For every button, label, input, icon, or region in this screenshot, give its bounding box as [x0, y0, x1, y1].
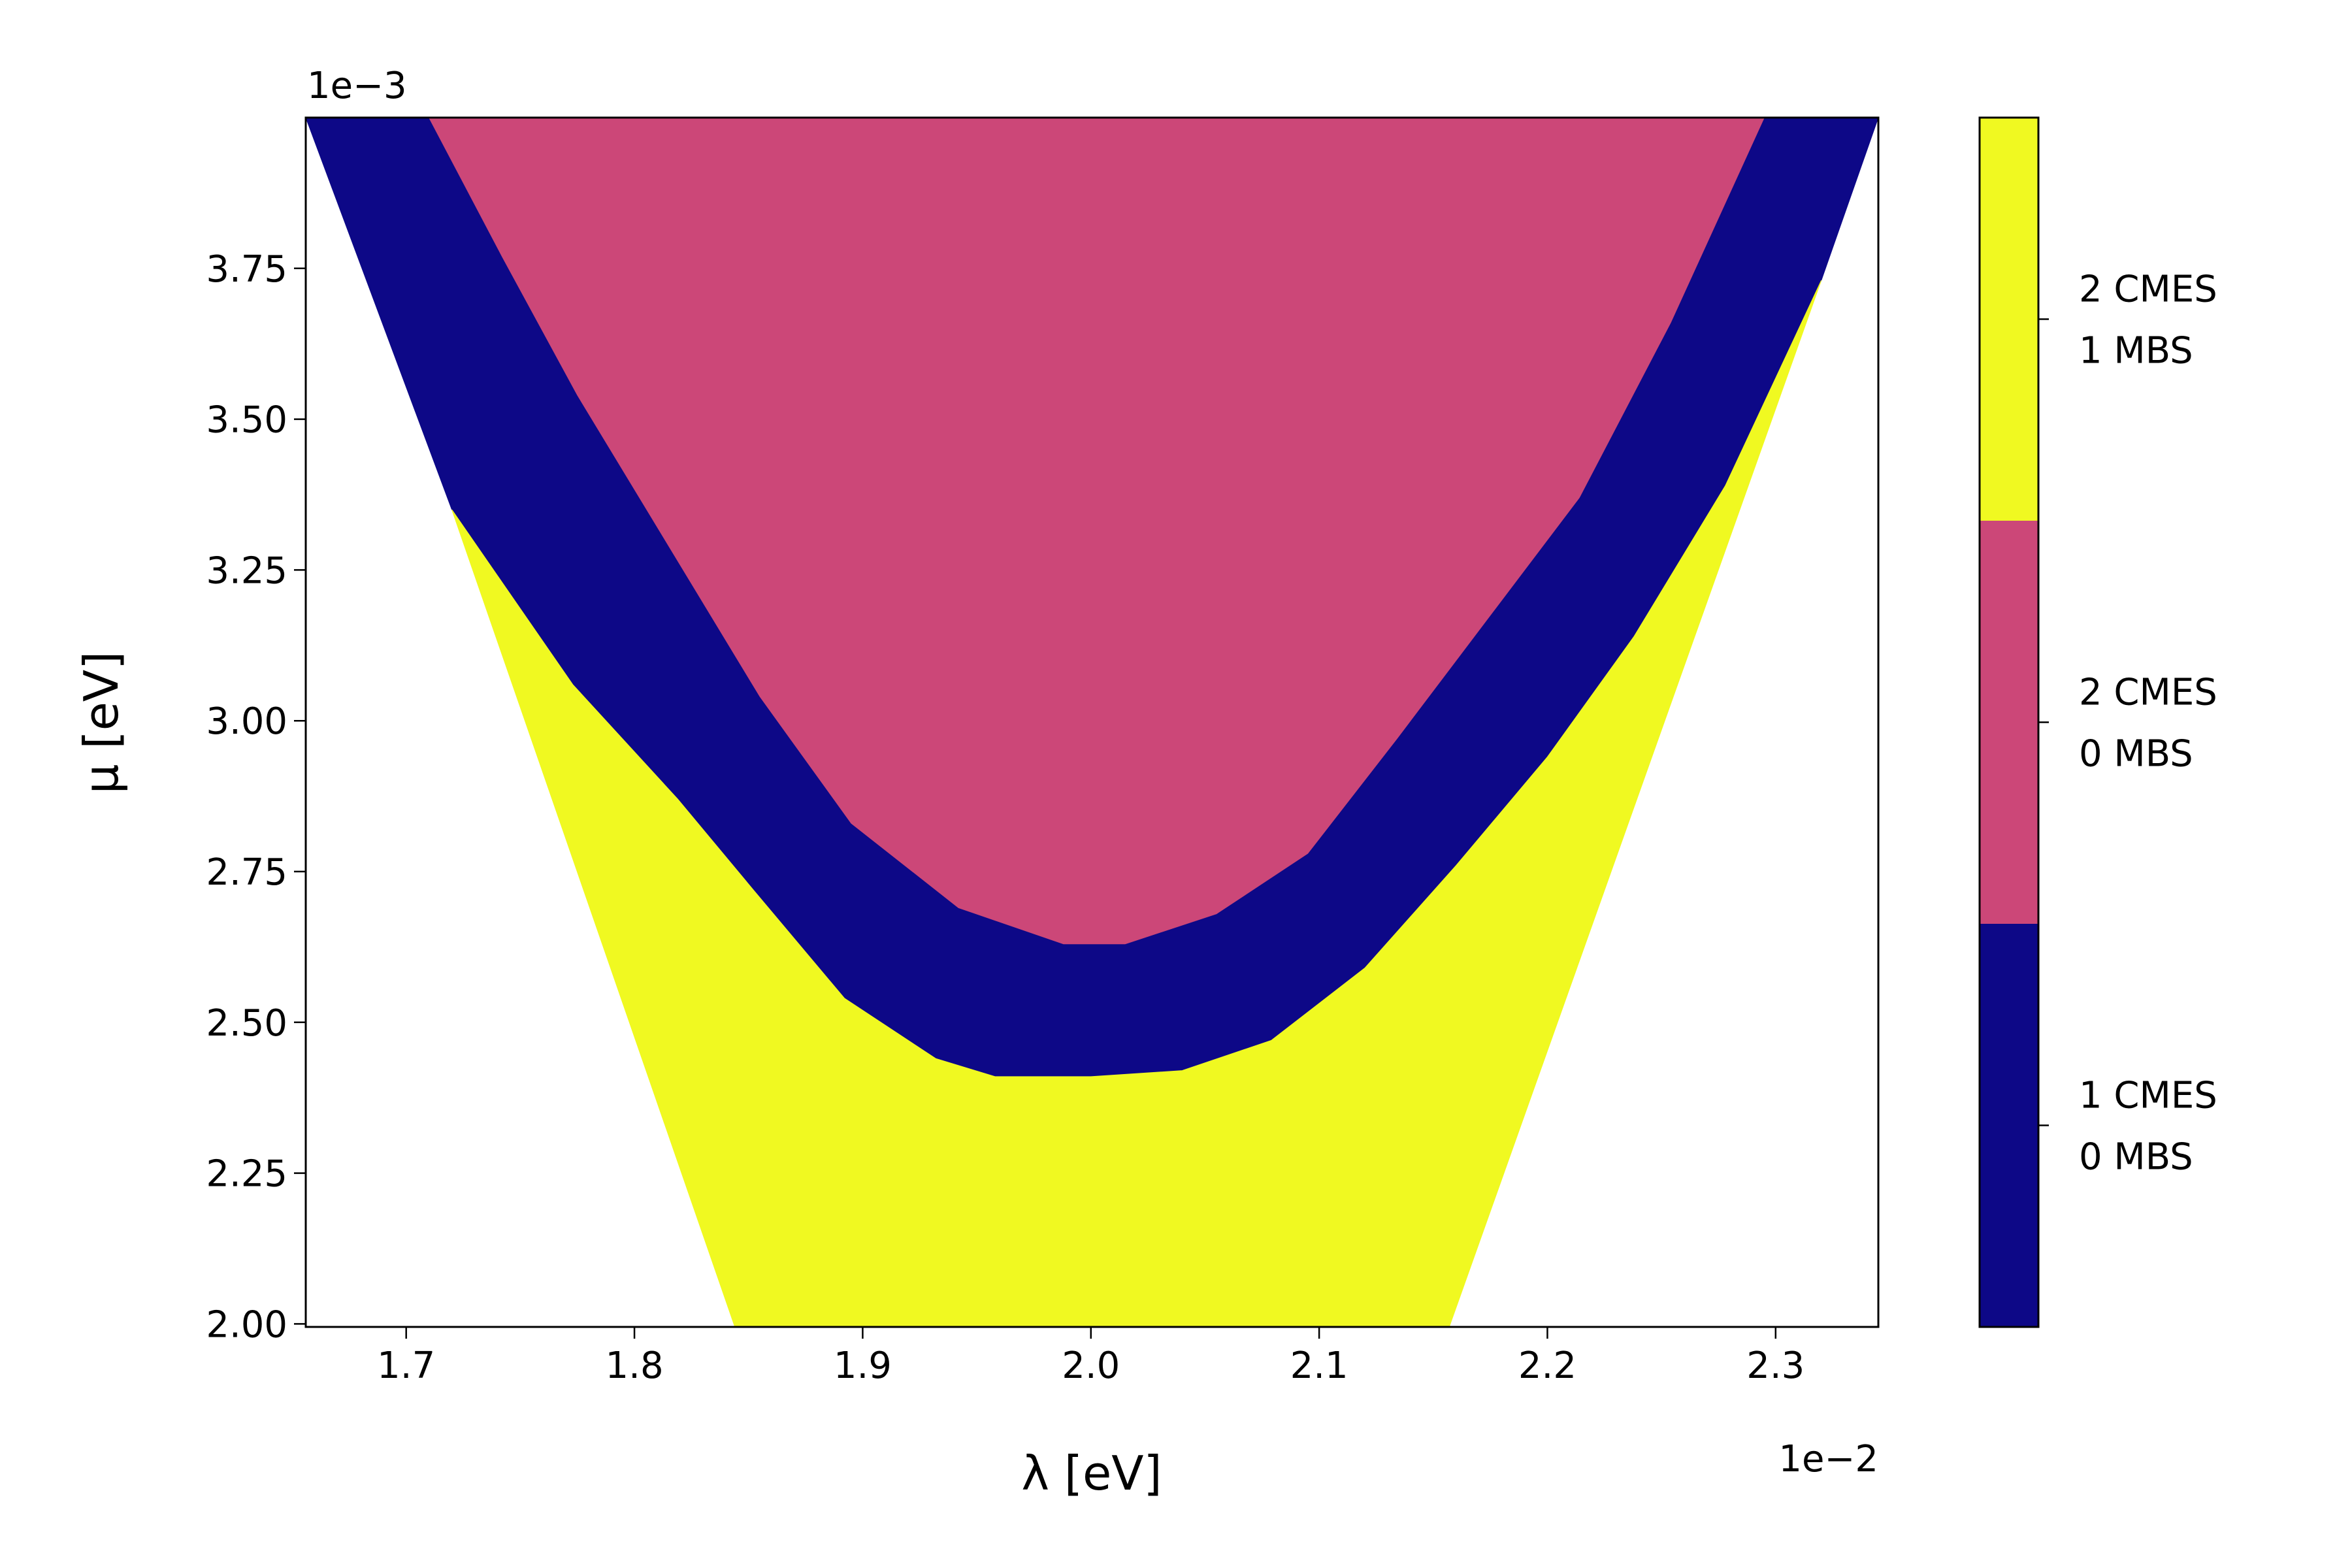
x-tick-label: 1.9: [834, 1345, 892, 1387]
colorbar-frame: [1978, 116, 2040, 1328]
y-tick-label: 2.75: [206, 851, 287, 894]
y-tick-label: 3.75: [206, 248, 287, 291]
legend-label: 2 CMES 1 MBS: [2079, 269, 2217, 372]
colorbar-swatch: [1980, 118, 2038, 521]
y-tick-label: 2.25: [206, 1153, 287, 1196]
x-tick-label: 2.0: [1062, 1345, 1120, 1387]
x-axis-label: λ [eV]: [1021, 1446, 1162, 1501]
y-tick-label: 2.50: [206, 1002, 287, 1045]
colorbar-swatch: [1980, 924, 2038, 1327]
plot-frame: [304, 116, 1880, 1328]
y-tick-label: 3.25: [206, 549, 287, 592]
y-axis-label: μ [eV]: [74, 651, 129, 794]
x-tick-label: 1.8: [606, 1345, 664, 1387]
x-tick-label: 2.1: [1290, 1345, 1348, 1387]
legend-label: 2 CMES 0 MBS: [2079, 672, 2217, 776]
colorbar-swatch: [1980, 521, 2038, 924]
x-tick-label: 2.3: [1746, 1345, 1805, 1387]
y-tick-label: 3.50: [206, 399, 287, 442]
legend-label: 1 CMES 0 MBS: [2079, 1075, 2217, 1179]
x-tick-label: 1.7: [377, 1345, 435, 1387]
x-offset-label: 1e−2: [1778, 1438, 1878, 1480]
x-tick-label: 2.2: [1518, 1345, 1576, 1387]
y-offset-label: 1e−3: [307, 65, 407, 107]
y-tick-label: 3.00: [206, 700, 287, 743]
region: [429, 118, 1765, 945]
y-tick-label: 2.00: [206, 1303, 287, 1346]
region: [451, 280, 1822, 1327]
